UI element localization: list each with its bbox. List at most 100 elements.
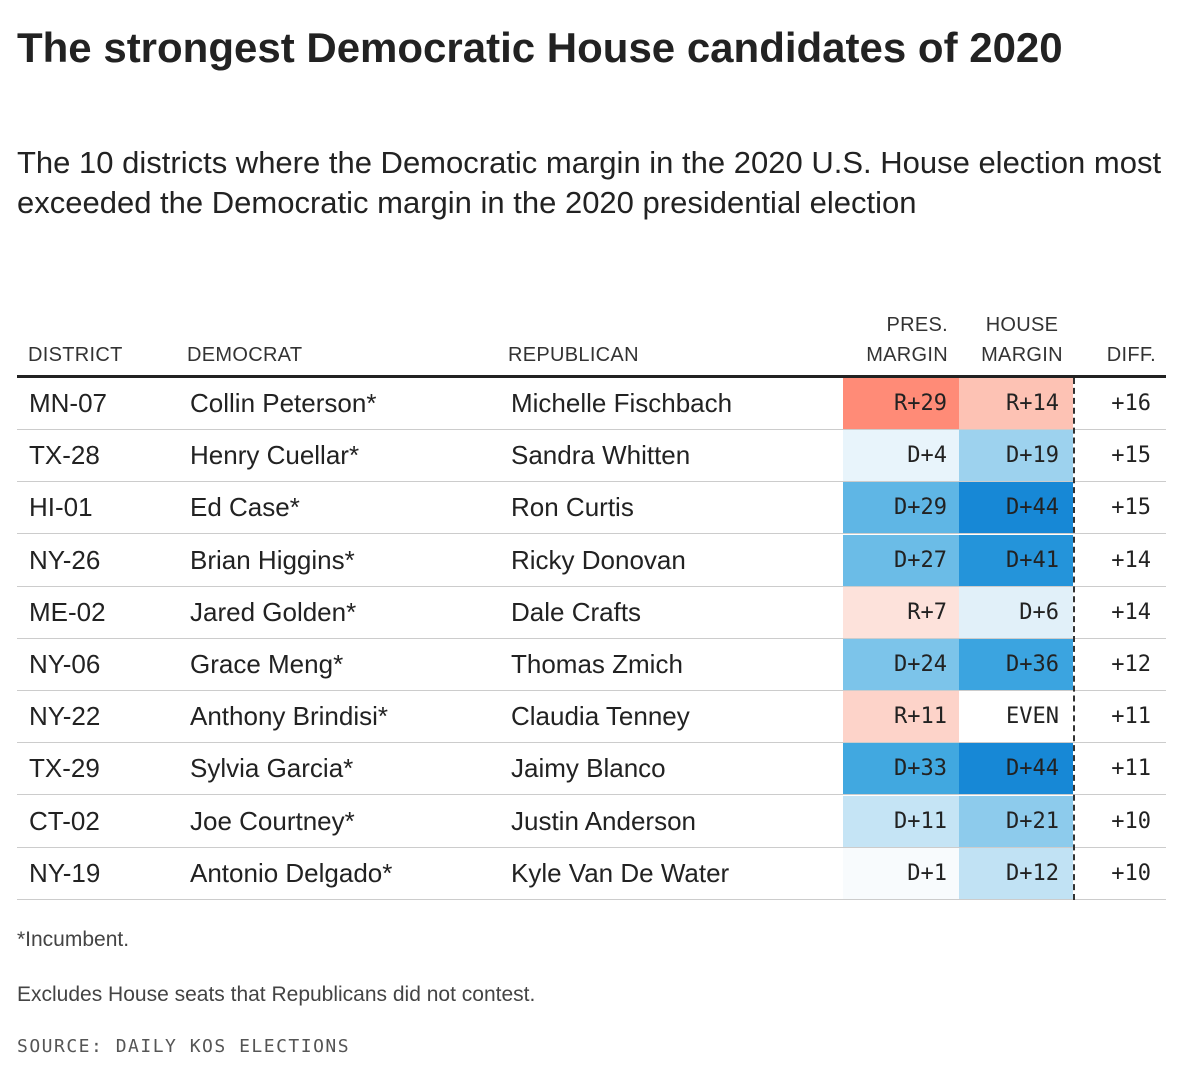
row-divider	[17, 533, 1166, 535]
header-pres-margin-line2: MARGIN	[866, 344, 948, 366]
row-divider	[17, 794, 1166, 796]
cell-district: TX-29	[29, 753, 100, 784]
pres-margin-cell-fill	[843, 482, 959, 534]
header-rule	[17, 375, 1166, 378]
cell-diff: +15	[1111, 443, 1151, 469]
header-pres-margin-line1: PRES.	[886, 314, 948, 336]
cell-republican: Dale Crafts	[511, 596, 642, 627]
table-row: TX-28 Henry Cuellar* Sandra Whitten D+4 D+19…	[17, 430, 1166, 483]
house-margin-cell-fill	[959, 430, 1073, 482]
cell-pres-margin: R+7	[907, 599, 947, 625]
house-margin-cell-fill	[959, 691, 1073, 743]
table-row: HI-01 Ed Case* Ron Curtis D+29 D+44 +15	[17, 482, 1166, 535]
header-house-margin-line2: MARGIN	[981, 344, 1063, 366]
cell-house-margin: D+12	[1006, 860, 1059, 886]
cell-republican: Ricky Donovan	[511, 544, 686, 575]
cell-democrat: Antonio Delgado*	[190, 857, 393, 888]
header-district: DISTRICT	[28, 344, 123, 366]
cell-republican: Thomas Zmich	[511, 649, 683, 679]
cell-house-margin: R+14	[1006, 391, 1059, 416]
chart-subtitle: The 10 districts where the Democratic ma…	[17, 145, 1162, 220]
cell-house-margin: D+21	[1006, 808, 1059, 834]
cell-house-margin: D+36	[1006, 652, 1059, 677]
house-margin-cell-fill	[959, 586, 1073, 638]
row-divider	[17, 742, 1166, 744]
cell-democrat: Grace Meng*	[190, 649, 344, 679]
cell-house-margin: D+44	[1006, 495, 1059, 521]
cell-diff: +14	[1111, 599, 1151, 625]
cell-district: NY-19	[29, 857, 101, 888]
cell-pres-margin: D+11	[894, 808, 947, 834]
pres-margin-cell-fill	[843, 795, 959, 847]
table-row: NY-22 Anthony Brindisi* Claudia Tenney R+11…	[17, 691, 1166, 744]
table-row: NY-06 Grace Meng* Thomas Zmich D+24 D+36 +12	[17, 639, 1166, 691]
cell-republican: Kyle Van De Water	[511, 857, 730, 888]
header-democrat: DEMOCRAT	[187, 344, 303, 366]
row-divider	[17, 585, 1166, 587]
cell-house-margin: D+44	[1006, 756, 1059, 782]
chart-title: The strongest Democratic House candidate…	[17, 24, 1063, 71]
cell-republican: Sandra Whitten	[511, 440, 691, 471]
cell-pres-margin: D+29	[894, 495, 947, 521]
cell-house-margin: D+19	[1006, 443, 1059, 469]
cell-democrat: Henry Cuellar*	[190, 440, 360, 471]
cell-district: NY-26	[29, 544, 101, 575]
row-divider	[17, 481, 1166, 483]
cell-pres-margin: R+11	[894, 704, 947, 730]
cell-district: ME-02	[29, 596, 106, 627]
cell-pres-margin: D+27	[894, 547, 947, 573]
cell-democrat: Sylvia Garcia*	[190, 753, 354, 784]
cell-republican: Claudia Tenney	[511, 701, 690, 732]
pres-margin-cell-fill	[843, 534, 959, 586]
table-row: NY-19 Antonio Delgado* Kyle Van De Water D+…	[17, 847, 1166, 900]
pres-margin-cell-fill	[843, 691, 959, 743]
cell-democrat: Joe Courtney*	[190, 805, 355, 836]
cell-pres-margin: D+33	[894, 756, 947, 782]
header-diff: DIFF.	[1106, 344, 1156, 366]
row-divider	[17, 637, 1166, 639]
cell-district: HI-01	[29, 492, 93, 523]
table-row: MN-07 Collin Peterson* Michelle Fischbach R…	[17, 378, 1166, 430]
cell-district: TX-28	[29, 440, 100, 471]
footnote-excludes: Excludes House seats that Republicans di…	[17, 983, 536, 1006]
cell-diff: +11	[1111, 704, 1151, 730]
house-margin-cell-fill	[959, 847, 1073, 899]
cell-house-margin: EVEN	[1006, 704, 1059, 730]
pres-margin-cell-fill	[843, 743, 959, 795]
house-margin-cell-fill	[959, 378, 1073, 429]
house-margin-cell-fill	[959, 482, 1073, 534]
pres-margin-cell-fill	[843, 378, 959, 429]
footnote-incumbent: *Incumbent.	[17, 928, 130, 951]
cell-diff: +10	[1111, 808, 1151, 834]
header-house-margin-line1: HOUSE	[985, 314, 1059, 336]
cell-district: MN-07	[29, 388, 108, 418]
cell-pres-margin: R+29	[894, 391, 947, 416]
cell-diff: +16	[1111, 391, 1151, 416]
cell-democrat: Ed Case*	[190, 492, 300, 523]
house-margin-cell-fill	[959, 743, 1073, 795]
row-divider	[17, 690, 1166, 691]
cell-pres-margin: D+4	[907, 443, 947, 469]
cell-republican: Jaimy Blanco	[511, 753, 666, 784]
pres-margin-cell-fill	[843, 847, 959, 899]
cell-house-margin: D+41	[1006, 547, 1059, 573]
pres-margin-cell-fill	[843, 639, 959, 690]
cell-diff: +11	[1111, 756, 1151, 782]
cell-district: NY-22	[29, 701, 101, 732]
cell-diff: +14	[1111, 547, 1151, 573]
table-row: ME-02 Jared Golden* Dale Crafts R+7 D+6 +14	[17, 586, 1166, 639]
cell-democrat: Brian Higgins*	[190, 544, 355, 575]
pres-margin-cell-fill	[843, 430, 959, 482]
cell-democrat: Jared Golden*	[190, 596, 357, 627]
table-row: CT-02 Joe Courtney* Justin Anderson D+11 D+2…	[17, 795, 1166, 848]
house-margin-cell-fill	[959, 534, 1073, 586]
row-divider	[17, 429, 1166, 430]
cell-diff: +15	[1111, 495, 1151, 521]
house-margin-cell-fill	[959, 795, 1073, 847]
row-divider	[17, 898, 1166, 900]
cell-house-margin: D+6	[1019, 599, 1059, 625]
row-divider	[17, 846, 1166, 848]
cell-republican: Justin Anderson	[511, 805, 697, 836]
cell-republican: Michelle Fischbach	[511, 388, 733, 418]
header-republican: REPUBLICAN	[508, 344, 639, 366]
